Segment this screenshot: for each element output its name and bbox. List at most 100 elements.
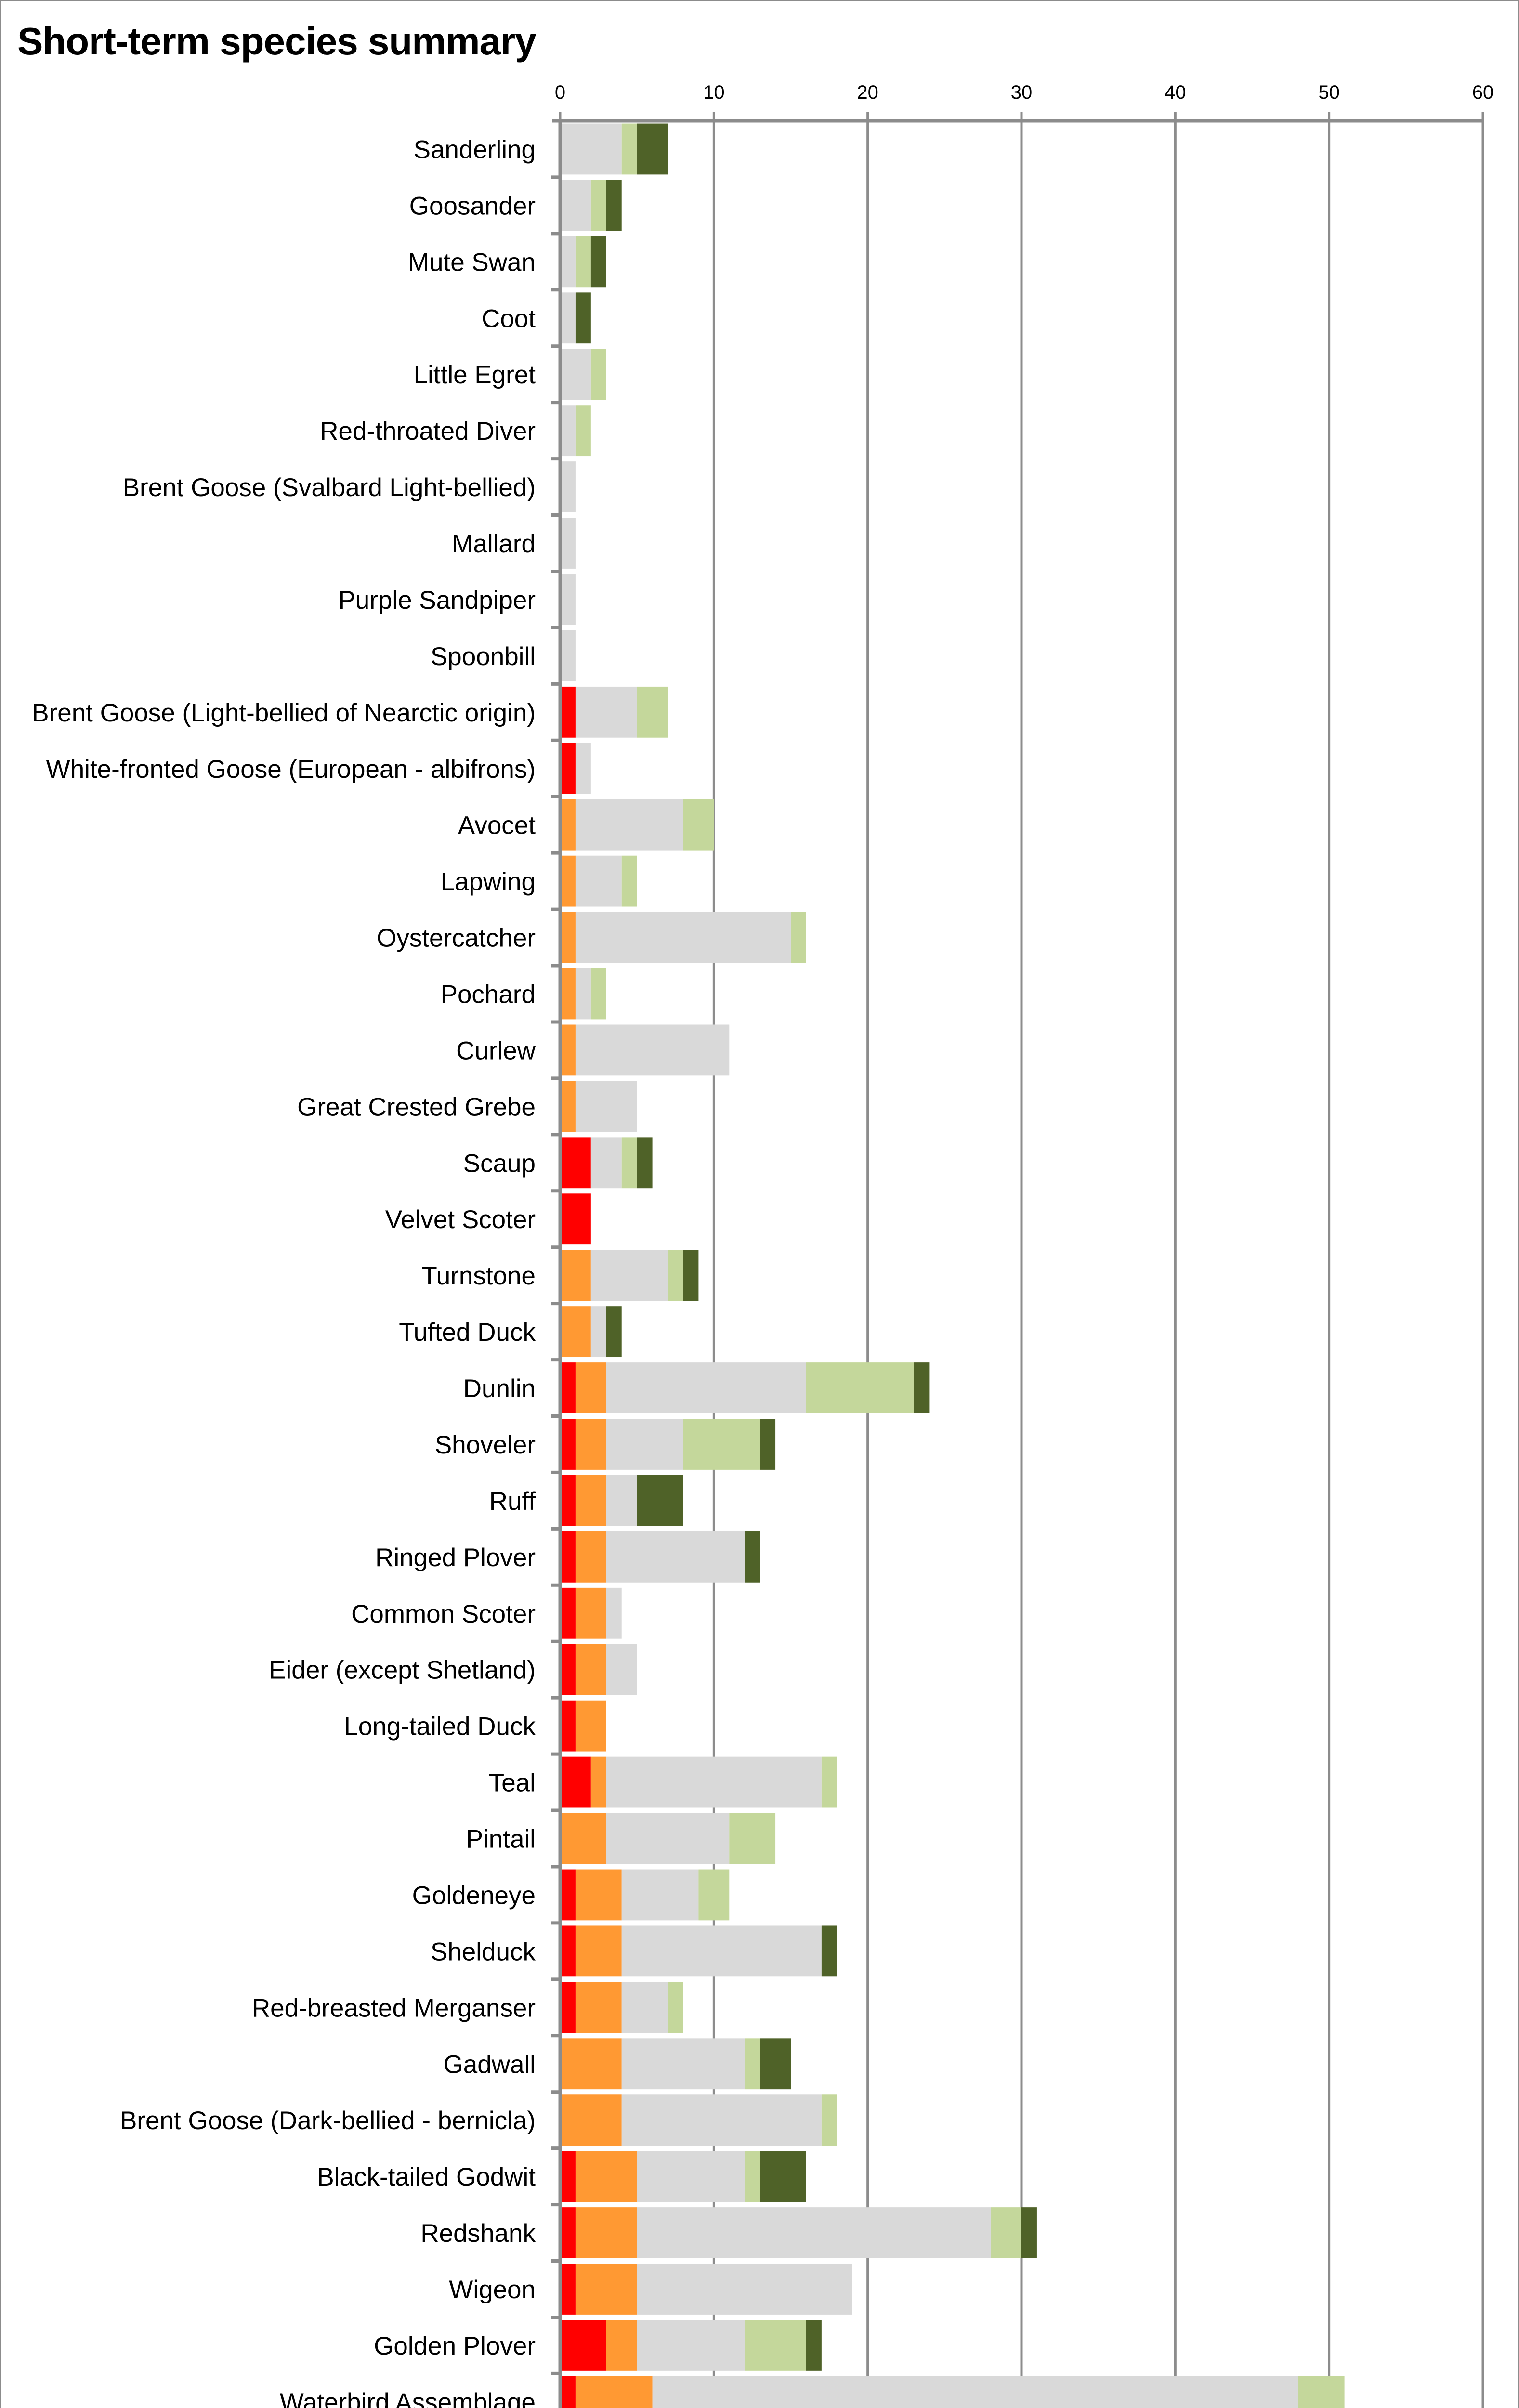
- bar-segment-grey: [575, 686, 637, 738]
- bar-segment-grey: [560, 236, 576, 288]
- category-label: Mallard: [452, 530, 536, 558]
- bar-segment-dark-green: [637, 1475, 683, 1526]
- bar-segment-dark-green: [637, 1137, 653, 1189]
- bar-segment-grey: [637, 2151, 745, 2202]
- bar-segment-grey: [606, 1644, 637, 1695]
- bar-segment-grey: [621, 1925, 822, 1977]
- bar-segment-red: [560, 1700, 576, 1752]
- bar-segment-orange: [560, 1024, 576, 1076]
- x-axis-ticks: 0 10 20 30 40 50 60: [555, 82, 1493, 103]
- bar-segment-dark-green: [683, 1250, 699, 1301]
- bar-segment-red: [560, 1756, 591, 1808]
- bar-segment-dark-green: [760, 2151, 806, 2202]
- x-tick-label: 10: [703, 82, 725, 103]
- bar-segment-dark-green: [914, 1362, 930, 1413]
- bar-segment-red: [560, 1644, 576, 1695]
- x-tick-label: 40: [1165, 82, 1186, 103]
- category-label: Lapwing: [441, 868, 536, 896]
- bar-segment-orange: [575, 1362, 606, 1413]
- bar-segment-light-green: [621, 855, 637, 907]
- bar-segment-grey: [606, 1475, 637, 1526]
- bar-segment-orange: [606, 2320, 637, 2371]
- x-tick-label: 0: [555, 82, 565, 103]
- bar-segment-red: [560, 1869, 576, 1921]
- category-label: Shelduck: [431, 1937, 536, 1966]
- bar-segment-light-green: [668, 1250, 683, 1301]
- bar-segment-orange: [575, 2264, 637, 2315]
- bar-segment-orange: [560, 2038, 622, 2090]
- bar-segment-light-green: [991, 2207, 1021, 2258]
- category-label: Red-throated Diver: [320, 417, 536, 445]
- bar-segment-grey: [575, 1024, 730, 1076]
- category-label: Pintail: [466, 1825, 536, 1854]
- bar-segment-grey: [560, 574, 576, 625]
- bar-segment-red: [560, 743, 576, 794]
- bar-segment-light-green: [791, 912, 806, 963]
- bar-segment-red: [560, 1419, 576, 1470]
- bar-segment-grey: [560, 180, 591, 231]
- bar-segment-grey: [575, 1081, 637, 1132]
- bar-segment-dark-green: [806, 2320, 822, 2371]
- bar-segment-grey: [560, 123, 622, 175]
- category-label: Purple Sandpiper: [338, 586, 536, 615]
- bar-segment-orange: [590, 1756, 606, 1808]
- bar-segment-orange: [575, 1531, 606, 1583]
- x-tick-label: 50: [1318, 82, 1340, 103]
- bar-segment-grey: [590, 1250, 668, 1301]
- bar-segment-orange: [560, 1250, 591, 1301]
- bar-segment-grey: [575, 799, 683, 851]
- bar-segment-light-green: [590, 349, 606, 400]
- bar-segment-orange: [560, 1813, 606, 1864]
- bar-segment-grey: [575, 912, 791, 963]
- category-label: Pochard: [441, 980, 536, 1008]
- bar-segment-light-green: [698, 1869, 730, 1921]
- category-label: White-fronted Goose (European - albifron…: [46, 755, 536, 784]
- bar-segment-grey: [606, 1756, 822, 1808]
- bar-segment-grey: [575, 968, 591, 1020]
- bar-segment-grey: [575, 855, 622, 907]
- bar-segment-orange: [575, 1475, 606, 1526]
- bar-segment-orange: [560, 2094, 622, 2146]
- axis: [551, 119, 1483, 2408]
- bar-segment-light-green: [1298, 2376, 1345, 2408]
- category-label: Goosander: [409, 192, 536, 220]
- category-label: Teal: [489, 1769, 536, 1797]
- bar-segment-orange: [575, 2151, 637, 2202]
- category-label: Brent Goose (Svalbard Light-bellied): [123, 473, 536, 502]
- bar-segment-red: [560, 2376, 576, 2408]
- bar-segment-grey: [560, 630, 576, 681]
- bar-segment-orange: [575, 1587, 606, 1639]
- bar-segment-grey: [590, 1137, 622, 1189]
- category-label: Waterbird Assemblage: [280, 2388, 536, 2408]
- category-label: Avocet: [458, 811, 536, 840]
- bar-segment-light-green: [590, 968, 606, 1020]
- category-label: Coot: [482, 304, 536, 333]
- bar-segment-light-green: [575, 236, 591, 288]
- bar-segment-light-green: [745, 2151, 760, 2202]
- bar-segment-light-green: [821, 1756, 837, 1808]
- bar-segment-grey: [590, 1306, 606, 1358]
- bar-segment-orange: [575, 1419, 606, 1470]
- bar-segment-light-green: [745, 2038, 760, 2090]
- bar-segment-red: [560, 1193, 591, 1245]
- bar-segment-orange: [575, 1982, 622, 2033]
- category-label: Dunlin: [463, 1374, 536, 1403]
- bar-segment-grey: [560, 349, 591, 400]
- bar-segment-dark-green: [590, 236, 606, 288]
- category-label: Goldeneye: [412, 1881, 536, 1910]
- category-label: Turnstone: [421, 1262, 536, 1290]
- bar-segment-dark-green: [760, 1419, 776, 1470]
- category-label: Mute Swan: [408, 248, 536, 276]
- category-label: Ruff: [489, 1487, 536, 1516]
- bar-segment-grey: [652, 2376, 1298, 2408]
- category-label: Great Crested Grebe: [297, 1093, 536, 1121]
- bar-segment-red: [560, 1362, 576, 1413]
- category-label: Eider (except Shetland): [269, 1656, 536, 1685]
- bar-segment-red: [560, 1925, 576, 1977]
- bar-segment-dark-green: [745, 1531, 760, 1583]
- bar-segment-red: [560, 686, 576, 738]
- bar-segment-dark-green: [1021, 2207, 1037, 2258]
- x-tick-label: 30: [1011, 82, 1033, 103]
